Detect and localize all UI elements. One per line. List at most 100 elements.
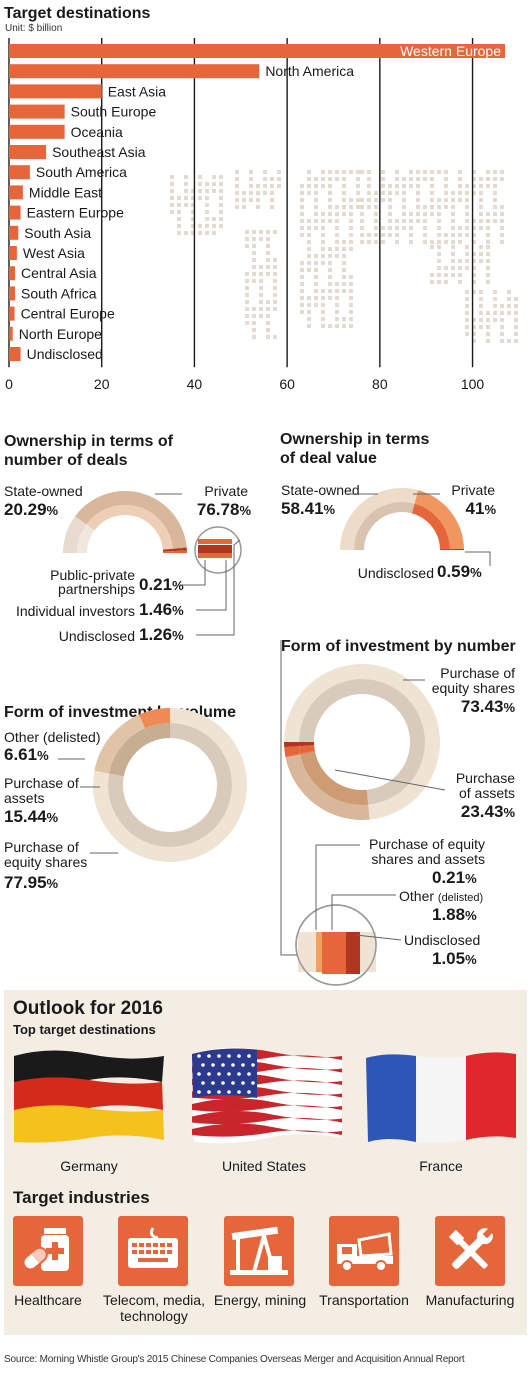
leader-line	[182, 560, 206, 586]
fv-assets-value: 15.44%	[4, 807, 59, 826]
donut-slice-value-inner	[354, 502, 415, 550]
donut-slice-value-inner	[411, 503, 450, 550]
od-undisc-value: 1.26%	[139, 625, 184, 644]
od-undisc-label: Undisclosed	[58, 628, 135, 644]
flag-label-usa: United States	[221, 1158, 307, 1174]
flag-france	[366, 1052, 516, 1143]
flag-stripe	[192, 1123, 342, 1137]
bar-label: West Asia	[23, 245, 85, 261]
donut-slice-deals-inner	[162, 548, 173, 550]
zoom-slice	[316, 932, 322, 972]
flag-star	[231, 1063, 235, 1067]
ov-private-value: 41%	[465, 499, 496, 518]
fn-assets-label-line2: of assets	[458, 785, 515, 801]
bar-label: South Europe	[71, 104, 157, 120]
fn-equity-label-line1: Purchase of	[440, 665, 515, 681]
flag-star	[211, 1081, 215, 1085]
industries-title: Target industries	[13, 1188, 150, 1207]
fv-equity-label-line1: Purchase of	[4, 839, 79, 855]
flag-star	[227, 1054, 231, 1058]
od-ppp-label-line1: Public-private	[50, 567, 135, 583]
bar	[9, 145, 47, 159]
flag-star	[197, 1054, 201, 1058]
bar	[9, 185, 23, 200]
donut-slice-deals-inner	[86, 504, 173, 550]
donut-slice-deals	[75, 491, 187, 549]
donut-slice-number	[285, 753, 301, 758]
donut-slice-value	[449, 548, 464, 550]
x-tick-label: 60	[279, 376, 295, 392]
flag-star	[221, 1063, 225, 1067]
leader-line	[196, 560, 227, 611]
industry-label-healthcare: Healthcare	[14, 1292, 82, 1308]
bar	[9, 347, 21, 361]
bar	[9, 84, 102, 99]
flag-stripe	[192, 1098, 342, 1112]
bar-label: Southeast Asia	[52, 144, 146, 160]
leader-line	[465, 551, 491, 566]
fn-assets-value: 23.43%	[460, 802, 515, 821]
flag-star	[227, 1072, 231, 1076]
flag-star	[201, 1081, 205, 1085]
truck-icon	[329, 1216, 399, 1286]
x-tick-label: 100	[461, 376, 485, 392]
industry-label-transport: Transportation	[319, 1292, 409, 1308]
fn-other-label: Other (delisted)	[399, 888, 484, 904]
zoom-slice	[198, 553, 232, 558]
fv-other-label: Other (delisted)	[4, 729, 101, 745]
industry-label-telecom: Telecom, media, technology	[98, 1292, 210, 1324]
fn-equity-label-line2: equity shares	[431, 680, 515, 696]
bar	[9, 44, 505, 58]
flag-star	[217, 1072, 221, 1076]
flag-star	[207, 1072, 211, 1076]
fn-other-value: 1.88%	[432, 905, 477, 924]
flags	[14, 1047, 516, 1144]
bar-label: Central Asia	[21, 265, 97, 281]
zoom-slice	[198, 539, 232, 544]
flag-star	[237, 1054, 241, 1058]
bar-label: East Asia	[108, 83, 167, 99]
fv-other-value: 6.61%	[4, 745, 49, 764]
leader-line	[355, 934, 402, 941]
od-private-label: Private	[204, 483, 248, 499]
fn-undisc-value: 1.05%	[432, 949, 477, 968]
flag-star	[251, 1081, 255, 1085]
od-private-value: 76.78%	[196, 500, 251, 519]
ownership-value-title-line2: of deal value	[280, 450, 377, 467]
zoom-slice	[322, 932, 346, 974]
donut-slice-number	[284, 742, 300, 748]
medicine-icon	[13, 1216, 83, 1286]
bar-chart-title: Target destinations	[4, 5, 151, 22]
bar-label: Western Europe	[400, 43, 501, 59]
bar	[9, 124, 65, 139]
ov-undisc-value: 0.59%	[437, 562, 482, 581]
bar	[9, 306, 15, 321]
industry-label-energy: Energy, mining	[213, 1292, 307, 1308]
flag-label-germany: Germany	[60, 1158, 118, 1174]
leader-line	[280, 640, 297, 956]
donut-slice-number-inner	[300, 750, 315, 755]
flag-star	[217, 1054, 221, 1058]
donut-slice-deals	[63, 516, 87, 553]
flag-star	[217, 1090, 221, 1094]
fn-assets-label: Purchase of assets	[400, 771, 515, 801]
bar	[9, 104, 65, 119]
fn-both-label: Purchase of equity shares and assets	[340, 837, 485, 867]
fv-equity-value: 77.95%	[4, 873, 59, 892]
tools-icon	[435, 1216, 505, 1286]
industry-label-manufacturing: Manufacturing	[425, 1292, 515, 1308]
industry-label-telecom-line1: Telecom, media,	[103, 1292, 205, 1308]
x-tick-label: 40	[187, 376, 203, 392]
od-indiv-label: Individual investors	[15, 603, 135, 619]
fn-both-value: 0.21%	[432, 868, 477, 887]
ov-undisc-label: Undisclosed	[357, 565, 434, 581]
donut-slice-deals-inner	[162, 548, 173, 552]
flag-star	[251, 1063, 255, 1067]
od-ppp-label-line2: partnerships	[57, 581, 135, 597]
bar	[9, 326, 13, 341]
donut-slice-deals-inner	[162, 551, 173, 553]
donut-slice-value	[340, 488, 419, 550]
donut-slice-deals	[172, 550, 187, 553]
flag-star	[247, 1072, 251, 1076]
bar-label: Undisclosed	[27, 346, 103, 362]
